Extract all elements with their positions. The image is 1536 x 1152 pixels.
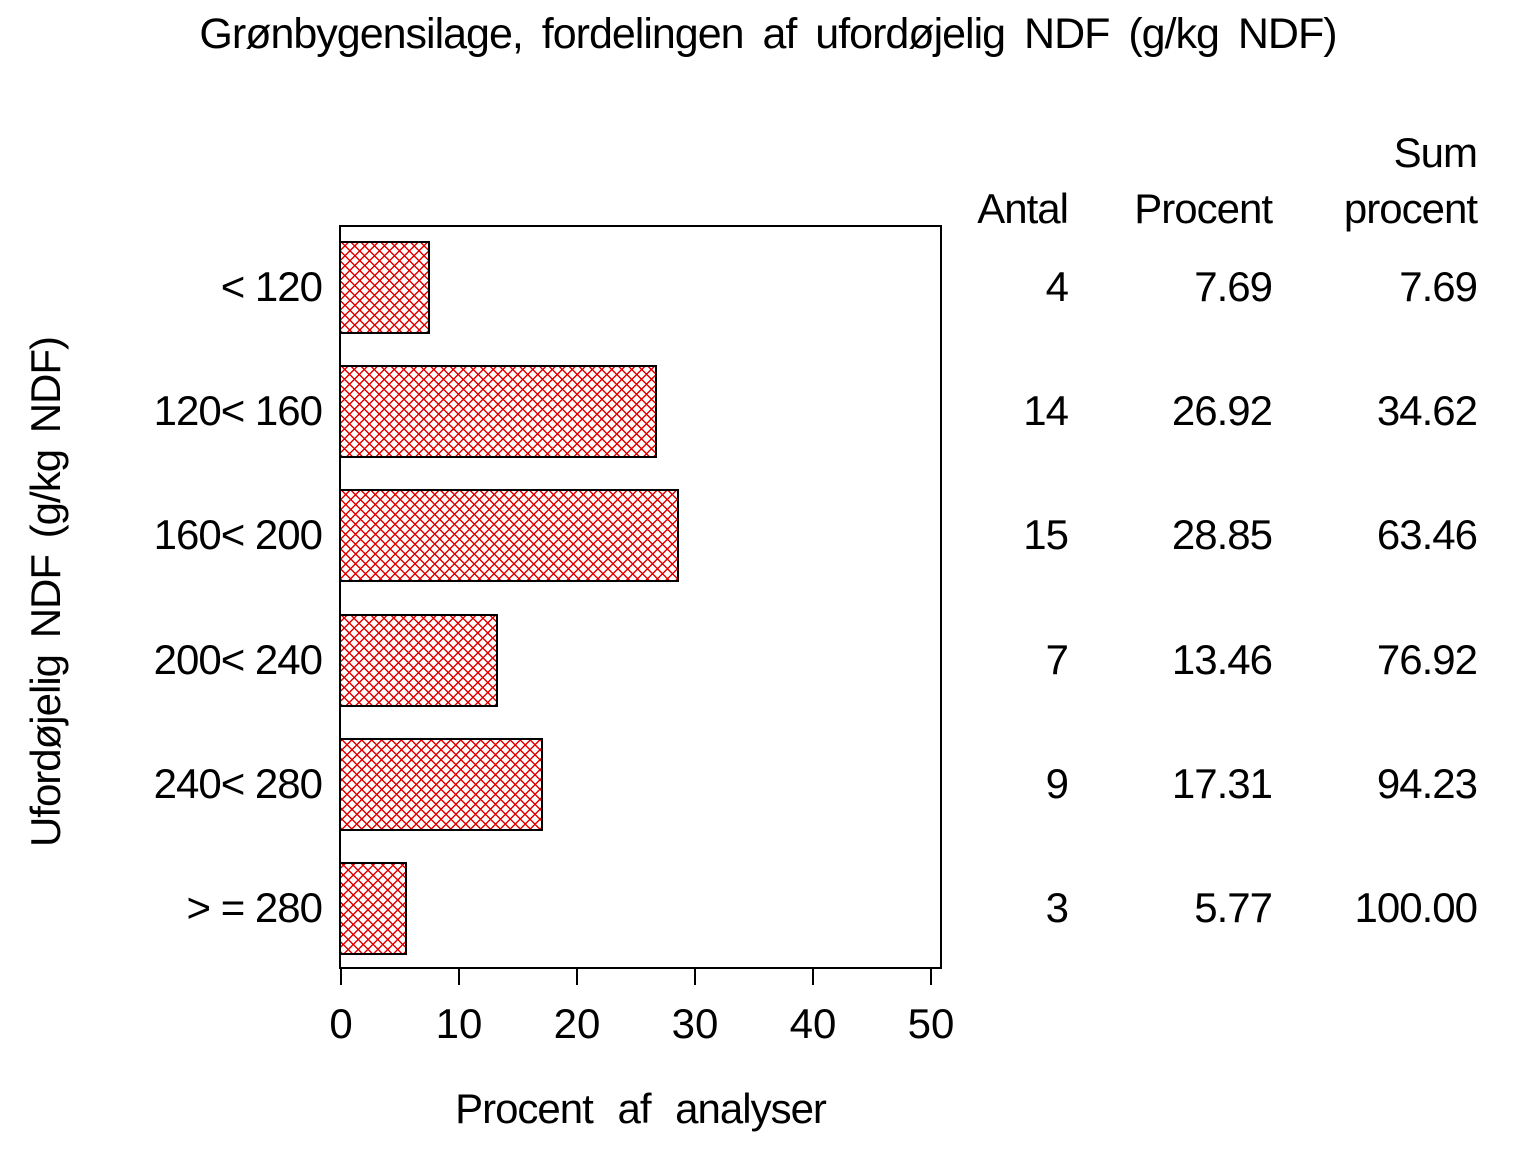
bar-5 [339,861,407,955]
x-tick-label-50: 50 [907,1000,955,1047]
table-header-procent: Procent [1134,185,1273,232]
x-tick-50 [930,969,932,985]
x-tick-30 [694,969,696,985]
category-label-0: < 120 [220,263,323,310]
x-tick-label-0: 0 [329,1000,353,1047]
table-header-sum-line2: procent [1343,185,1478,232]
table-cell-sum-row-2: 63.46 [1376,511,1478,558]
bar-4 [339,737,543,831]
category-label-3: 200< 240 [153,636,323,683]
table-cell-procent-row-1: 26.92 [1171,387,1273,434]
table-cell-antal-row-1: 14 [1023,387,1069,434]
table-cell-sum-row-1: 34.62 [1376,387,1478,434]
chart-title: Grønbygensilage, fordelingen af ufordøje… [199,10,1337,58]
x-tick-label-30: 30 [671,1000,719,1047]
category-label-4: 240< 280 [153,760,323,807]
category-label-5: > = 280 [186,884,323,931]
x-tick-20 [576,969,578,985]
table-header-sum-line1: Sum [1393,129,1478,176]
table-cell-antal-row-2: 15 [1023,511,1069,558]
x-tick-10 [458,969,460,985]
bar-1 [339,364,657,458]
bar-3 [339,613,498,707]
table-cell-procent-row-0: 7.69 [1194,263,1273,310]
table-cell-sum-row-0: 7.69 [1399,263,1478,310]
table-cell-sum-row-3: 76.92 [1376,636,1478,683]
table-cell-procent-row-5: 5.77 [1194,884,1273,931]
category-label-1: 120< 160 [153,387,323,434]
category-label-2: 160< 200 [153,511,323,558]
table-cell-procent-row-2: 28.85 [1171,511,1273,558]
x-tick-label-20: 20 [553,1000,601,1047]
table-cell-antal-row-3: 7 [1045,636,1069,683]
bar-2 [339,488,679,582]
table-cell-antal-row-0: 4 [1045,263,1069,310]
x-axis-title: Procent af analyser [455,1085,827,1132]
plot-area [339,225,942,985]
x-tick-40 [812,969,814,985]
table-cell-procent-row-3: 13.46 [1171,636,1273,683]
y-axis-title: Ufordøjelig NDF (g/kg NDF) [22,336,69,848]
x-tick-label-10: 10 [435,1000,483,1047]
table-header-antal: Antal [977,185,1069,232]
x-tick-label-40: 40 [789,1000,837,1047]
table-cell-sum-row-4: 94.23 [1376,760,1478,807]
table-cell-procent-row-4: 17.31 [1171,760,1273,807]
table-cell-antal-row-5: 3 [1045,884,1069,931]
bar-0 [339,240,430,334]
table-cell-antal-row-4: 9 [1045,760,1069,807]
x-tick-0 [340,969,342,985]
table-cell-sum-row-5: 100.00 [1354,884,1478,931]
